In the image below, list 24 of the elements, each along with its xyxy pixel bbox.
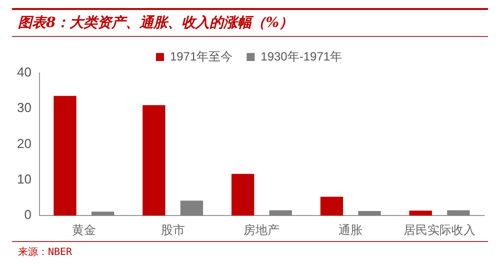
bar [232,174,254,216]
source-note: 来源：NBER [12,241,488,262]
bar [91,212,114,216]
bar [409,210,432,216]
y-tick-label: 0 [24,207,32,222]
bar [180,200,204,216]
x-tick-label: 通胀 [338,222,363,237]
y-tick-label: 40 [16,64,32,80]
bar [320,196,344,216]
bar [142,105,166,216]
x-tick-label: 房地产 [244,222,280,237]
y-tick-label: 30 [16,100,32,116]
bar [269,210,292,216]
bar [54,96,76,216]
chart-title: 图表8：大类资产、通胀、收入的涨幅（%） [12,8,488,37]
y-tick-label: 20 [16,136,32,151]
legend-label: 1971年至今 [170,49,233,64]
legend-label: 1930年-1971年 [260,49,342,64]
bar [358,210,381,216]
x-tick-label: 居民实际收入 [404,222,476,237]
y-tick-label: 10 [16,172,32,187]
x-tick-label: 黄金 [72,222,96,237]
bar [447,210,470,216]
x-tick-label: 股市 [160,222,185,237]
